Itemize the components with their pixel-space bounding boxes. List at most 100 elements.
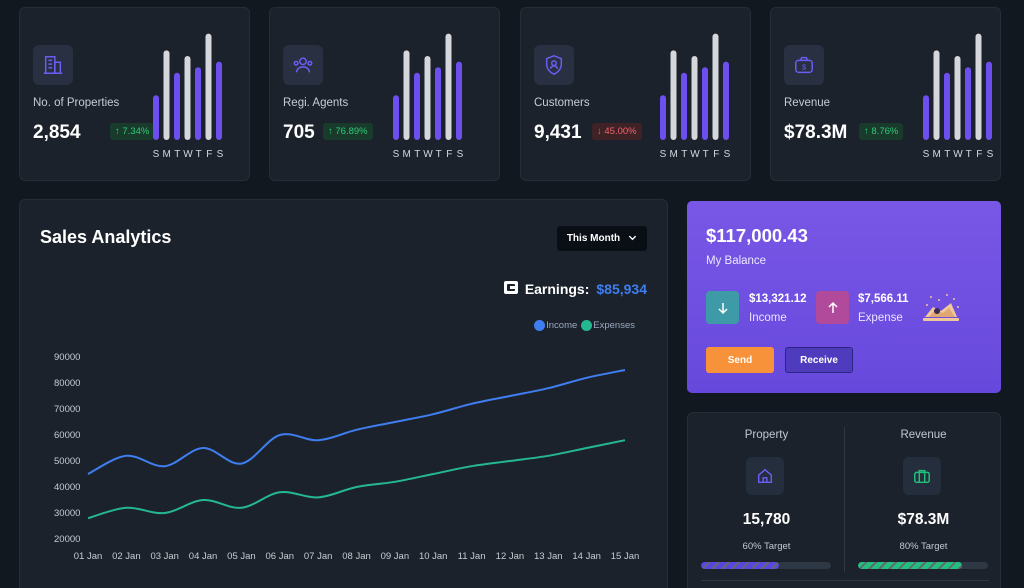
x-tick-label: 12 Jan (496, 551, 525, 562)
target-value: 15,780 (742, 511, 791, 528)
day-label: M (932, 149, 941, 160)
weekly-bar (184, 56, 191, 140)
y-tick-label: 60000 (54, 430, 80, 441)
sales-line-chart: 20000 30000 40000 50000 60000 70000 80000 90000… (54, 352, 640, 562)
weekly-bar (712, 33, 719, 140)
day-label: T (435, 149, 442, 160)
progress-fill (701, 562, 779, 569)
arrow-down-icon (706, 291, 739, 324)
day-label: W (953, 149, 963, 160)
money-illustration-icon (921, 291, 961, 330)
weekly-bar (933, 50, 940, 140)
x-tick-label: 10 Jan (419, 551, 448, 562)
receive-button[interactable]: Receive (785, 347, 853, 373)
stat-label: No. of Properties (33, 97, 120, 109)
legend-item-income[interactable]: Income (534, 320, 577, 331)
day-label: T (702, 149, 709, 160)
day-label: F (206, 149, 213, 160)
arrow-down-icon: ↓ (597, 126, 602, 137)
stat-label: Regi. Agents (283, 97, 349, 109)
period-dropdown[interactable]: This Month (557, 226, 647, 251)
property-target: Property 15,780 60% Target (688, 413, 845, 588)
trend-badge: ↑ 7.34% (110, 123, 155, 140)
day-label: S (392, 149, 400, 160)
weekly-bar (216, 61, 222, 140)
chart-legend: Income Expenses (534, 320, 635, 331)
revenue-target: Revenue $78.3M 80% Target (845, 413, 1002, 588)
expense-amount: $7,566.11 (858, 293, 909, 305)
weekly-bar (702, 67, 708, 140)
shield-user-icon (534, 45, 574, 85)
y-tick-label: 70000 (54, 404, 80, 415)
weekly-bar (681, 72, 687, 140)
day-label: M (402, 149, 411, 160)
target-percent: 60% Target (742, 541, 791, 552)
day-label: S (152, 149, 160, 160)
balance-label: My Balance (706, 255, 767, 267)
balance-card: $117,000.43 My Balance $13,321.12 Income… (687, 201, 1001, 393)
x-tick-label: 09 Jan (381, 551, 410, 562)
weekly-bar (691, 56, 698, 140)
stat-value: $78.3M (784, 122, 848, 143)
trend-badge: ↑ 8.76% (859, 123, 904, 140)
weekly-bar (456, 61, 462, 140)
x-tick-label: 15 Jan (611, 551, 640, 562)
day-label: F (976, 149, 983, 160)
day-label: W (690, 149, 700, 160)
divider (844, 427, 845, 572)
stat-value: 9,431 (534, 122, 582, 143)
x-tick-label: 01 Jan (74, 551, 103, 562)
weekly-bar (975, 33, 982, 140)
x-tick-label: 04 Jan (189, 551, 218, 562)
sales-analytics-card: 20000 30000 40000 50000 60000 70000 80000 90000… (19, 199, 668, 588)
progress-fill (858, 562, 962, 569)
home-icon (746, 457, 784, 495)
trend-badge: ↑ 76.89% (323, 123, 373, 140)
x-tick-label: 14 Jan (572, 551, 601, 562)
day-label: M (669, 149, 678, 160)
x-tick-label: 11 Jan (458, 551, 486, 562)
expense-label: Expense (858, 312, 903, 324)
weekly-bar-chart (393, 33, 462, 140)
earnings-summary: Earnings: $85,934 (503, 281, 647, 297)
series-line-income (87, 369, 626, 475)
weekly-bar (723, 61, 729, 140)
weekly-bar (923, 95, 929, 140)
weekly-bar (445, 33, 452, 140)
x-tick-label: 07 Jan (304, 551, 333, 562)
day-label: T (965, 149, 972, 160)
day-label: T (944, 149, 951, 160)
weekly-bar (986, 61, 992, 140)
trend-badge: ↓ 45.00% (592, 123, 642, 140)
income-amount: $13,321.12 (749, 293, 807, 305)
day-label: T (195, 149, 202, 160)
money-bag-icon: $ (784, 45, 824, 85)
day-label: T (174, 149, 181, 160)
divider (701, 580, 989, 581)
weekly-bar (414, 72, 420, 140)
weekly-bar (660, 95, 666, 140)
day-label: T (414, 149, 421, 160)
send-button[interactable]: Send (706, 347, 774, 373)
weekly-bar (393, 95, 399, 140)
day-label: S (456, 149, 464, 160)
income-label: Income (749, 312, 787, 324)
x-tick-label: 02 Jan (112, 551, 141, 562)
weekly-bar (205, 33, 212, 140)
x-tick-label: 13 Jan (534, 551, 563, 562)
weekly-bar (954, 56, 961, 140)
target-progress-bar (858, 562, 988, 569)
weekly-bar (174, 72, 180, 140)
weekly-bar (403, 50, 410, 140)
target-value: $78.3M (897, 511, 950, 528)
earnings-label: Earnings: (524, 281, 590, 297)
weekly-bar (195, 67, 201, 140)
legend-item-expenses[interactable]: Expenses (581, 320, 635, 331)
x-tick-label: 06 Jan (266, 551, 295, 562)
weekly-bar (670, 50, 677, 140)
